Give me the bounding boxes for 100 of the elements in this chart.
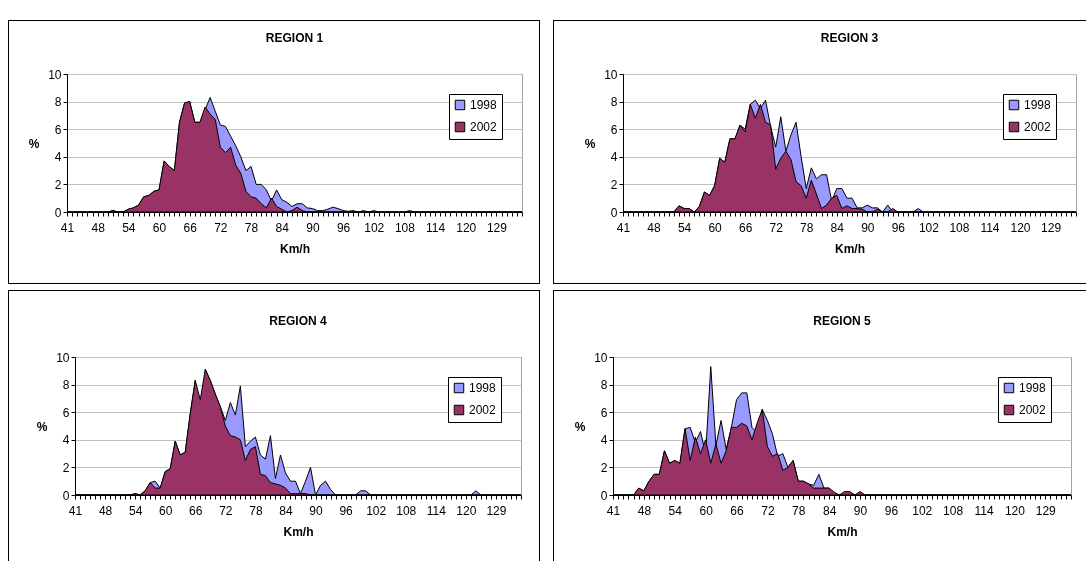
y-tick-label: 6 xyxy=(610,122,618,137)
legend-label: 1998 xyxy=(470,98,498,112)
y-tick-label: 6 xyxy=(62,405,70,420)
x-tick-label: 96 xyxy=(884,503,899,518)
legend-label: 2002 xyxy=(469,403,497,417)
x-tick-label: 102 xyxy=(366,503,387,518)
x-tick-label: 84 xyxy=(275,220,290,235)
y-tick-label: 0 xyxy=(62,488,70,503)
y-tick-label: 2 xyxy=(54,177,62,192)
legend-label: 1998 xyxy=(469,381,497,395)
x-tick-label: 48 xyxy=(91,220,106,235)
x-tick-label: 114 xyxy=(974,503,994,518)
x-tick-label: 78 xyxy=(244,220,259,235)
x-tick-label: 102 xyxy=(918,220,940,235)
legend-label: 2002 xyxy=(1019,403,1047,417)
x-tick-label: 114 xyxy=(426,220,446,235)
y-tick-label: 6 xyxy=(54,122,62,137)
x-tick-label: 72 xyxy=(219,503,233,518)
y-tick-label: 10 xyxy=(48,67,62,82)
x-tick-label: 120 xyxy=(456,220,477,235)
y-tick-label: 4 xyxy=(610,150,618,165)
x-tick-label: 41 xyxy=(606,503,621,518)
x-tick-label: 96 xyxy=(339,503,354,518)
y-axis-title: % xyxy=(36,419,48,434)
x-tick-label: 66 xyxy=(730,503,744,518)
x-tick-label: 84 xyxy=(830,220,845,235)
x-tick-label: 78 xyxy=(249,503,263,518)
x-tick-label: 41 xyxy=(616,220,631,235)
x-tick-label: 60 xyxy=(152,220,167,235)
y-axis-title: % xyxy=(574,419,586,434)
x-tick-label: 66 xyxy=(189,503,203,518)
y-axis-title: % xyxy=(28,136,40,151)
x-tick-label: 48 xyxy=(647,220,662,235)
x-tick-label: 114 xyxy=(426,503,447,518)
x-tick-label: 129 xyxy=(486,220,508,235)
x-tick-label: 60 xyxy=(708,220,723,235)
y-tick-label: 8 xyxy=(62,378,70,393)
y-tick-label: 2 xyxy=(610,177,618,192)
x-tick-label: 90 xyxy=(306,220,320,235)
x-tick-label: 90 xyxy=(309,503,324,518)
x-tick-label: 108 xyxy=(396,503,417,518)
x-tick-label: 129 xyxy=(1035,503,1057,518)
x-tick-label: 54 xyxy=(122,220,136,235)
x-tick-label: 120 xyxy=(1010,220,1031,235)
y-tick-label: 0 xyxy=(54,205,62,220)
x-tick-label: 102 xyxy=(912,503,933,518)
y-tick-label: 4 xyxy=(600,433,608,448)
legend-label: 2002 xyxy=(470,120,498,134)
x-tick-label: 84 xyxy=(279,503,293,518)
y-tick-label: 4 xyxy=(54,150,62,165)
y-tick-label: 6 xyxy=(600,405,608,420)
x-tick-label: 129 xyxy=(1041,220,1062,235)
x-tick-label: 120 xyxy=(456,503,477,518)
x-tick-label: 90 xyxy=(853,503,868,518)
x-tick-label: 84 xyxy=(822,503,837,518)
chart-title: REGION 4 xyxy=(269,314,327,328)
x-tick-label: 129 xyxy=(486,503,507,518)
y-tick-label: 8 xyxy=(610,95,618,110)
legend-label: 1998 xyxy=(1019,381,1047,395)
x-tick-label: 54 xyxy=(128,503,143,518)
x-tick-label: 102 xyxy=(364,220,385,235)
x-tick-label: 54 xyxy=(668,503,683,518)
x-tick-label: 108 xyxy=(949,220,970,235)
x-tick-label: 108 xyxy=(943,503,964,518)
chart-title: REGION 3 xyxy=(820,31,879,45)
x-tick-label: 41 xyxy=(60,220,75,235)
chart-title: REGION 5 xyxy=(813,314,871,328)
x-tick-label: 72 xyxy=(214,220,228,235)
x-tick-label: 108 xyxy=(394,220,416,235)
x-axis-title: Km/h xyxy=(835,241,865,256)
x-tick-label: 60 xyxy=(159,503,173,518)
x-axis-title: Km/h xyxy=(827,524,858,539)
x-tick-label: 48 xyxy=(637,503,652,518)
y-tick-label: 2 xyxy=(62,460,70,475)
y-tick-label: 10 xyxy=(56,350,70,365)
y-tick-label: 8 xyxy=(600,378,608,393)
x-tick-label: 96 xyxy=(891,220,906,235)
y-tick-label: 10 xyxy=(604,67,618,82)
x-tick-label: 78 xyxy=(792,503,806,518)
x-tick-label: 78 xyxy=(800,220,814,235)
y-tick-label: 4 xyxy=(62,433,70,448)
x-tick-label: 66 xyxy=(738,220,753,235)
legend-label: 1998 xyxy=(1024,98,1052,112)
y-tick-label: 10 xyxy=(594,350,608,365)
chart-title: REGION 1 xyxy=(265,31,324,45)
x-tick-label: 72 xyxy=(769,220,784,235)
y-tick-label: 8 xyxy=(54,95,62,110)
y-tick-label: 0 xyxy=(600,488,608,503)
legend-label: 2002 xyxy=(1024,120,1052,134)
x-tick-label: 66 xyxy=(183,220,198,235)
y-tick-label: 2 xyxy=(600,460,608,475)
y-axis-title: % xyxy=(584,136,596,151)
x-tick-label: 114 xyxy=(980,220,1000,235)
x-tick-label: 72 xyxy=(761,503,775,518)
x-axis-title: Km/h xyxy=(280,241,310,256)
y-tick-label: 0 xyxy=(610,205,618,220)
x-axis-title: Km/h xyxy=(283,524,314,539)
x-tick-label: 54 xyxy=(677,220,692,235)
x-tick-label: 60 xyxy=(699,503,714,518)
x-tick-label: 90 xyxy=(861,220,875,235)
